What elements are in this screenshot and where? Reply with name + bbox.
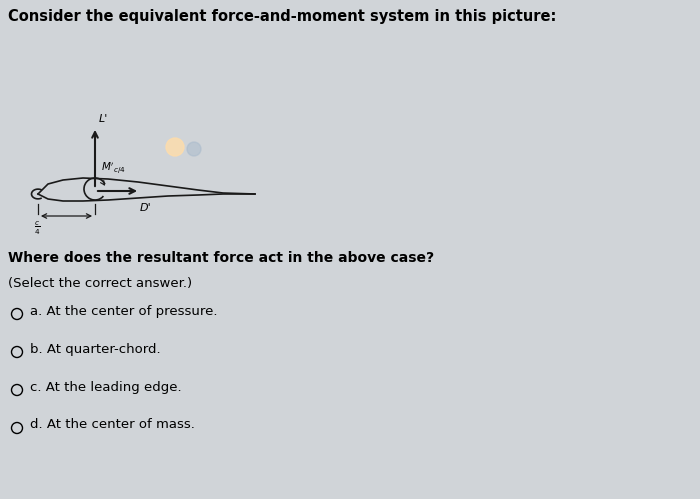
Circle shape	[187, 142, 201, 156]
Text: d. At the center of mass.: d. At the center of mass.	[30, 419, 195, 432]
Text: b. At quarter-chord.: b. At quarter-chord.	[30, 342, 160, 355]
Text: c. At the leading edge.: c. At the leading edge.	[30, 381, 181, 394]
Text: Consider the equivalent force-and-moment system in this picture:: Consider the equivalent force-and-moment…	[8, 9, 557, 24]
Text: $M'_{c/4}$: $M'_{c/4}$	[101, 161, 126, 176]
Text: (Select the correct answer.): (Select the correct answer.)	[8, 277, 192, 290]
Text: Where does the resultant force act in the above case?: Where does the resultant force act in th…	[8, 251, 434, 265]
Text: a. At the center of pressure.: a. At the center of pressure.	[30, 304, 218, 317]
Text: L': L'	[99, 114, 108, 124]
Circle shape	[166, 138, 184, 156]
Text: D': D'	[140, 203, 152, 213]
Text: $\frac{c}{4}$: $\frac{c}{4}$	[34, 220, 41, 237]
